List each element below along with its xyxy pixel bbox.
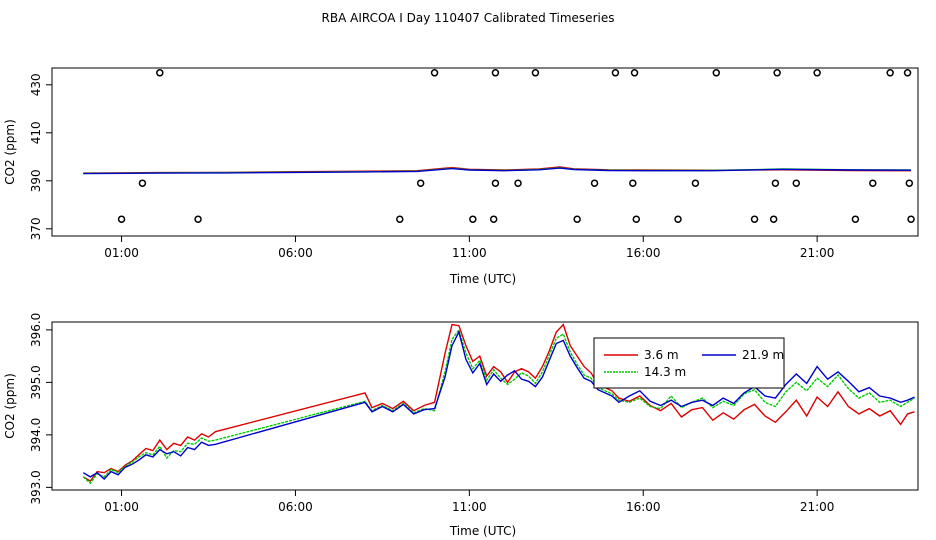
panel-bottom-ylabel: CO2 (ppm) bbox=[3, 373, 17, 439]
panel-top-ylabel: CO2 (ppm) bbox=[3, 119, 17, 185]
outlier-point bbox=[674, 215, 682, 223]
y-tick-label: 393.0 bbox=[29, 470, 43, 504]
panel-bottom-y-ticks: 393.0 394.0 395.0 396.0 bbox=[29, 313, 52, 505]
outlier-point bbox=[907, 215, 915, 223]
outlier-point bbox=[691, 179, 700, 187]
outlier-point bbox=[430, 69, 439, 77]
x-tick-label: 01:00 bbox=[104, 500, 139, 514]
outlier-point bbox=[712, 69, 721, 77]
outlier-point bbox=[489, 215, 498, 223]
outlier-point bbox=[469, 215, 477, 223]
y-tick-label: 390 bbox=[29, 169, 43, 192]
x-tick-label: 16:00 bbox=[626, 500, 661, 514]
outlier-point bbox=[792, 179, 801, 187]
outlier-point bbox=[573, 215, 581, 223]
series-line-21-9-m bbox=[83, 167, 912, 175]
legend-label-21-9m: 21.9 m bbox=[742, 348, 784, 362]
outlier-point bbox=[531, 69, 540, 77]
outlier-point bbox=[869, 179, 877, 187]
x-tick-label: 11:00 bbox=[452, 500, 487, 514]
outlier-point bbox=[773, 69, 781, 77]
outlier-point bbox=[117, 215, 126, 223]
y-tick-label: 395.0 bbox=[29, 365, 43, 399]
panel-top-y-ticks: 370 390 410 430 bbox=[29, 73, 52, 240]
x-tick-label: 06:00 bbox=[278, 500, 313, 514]
x-tick-label: 11:00 bbox=[452, 246, 487, 260]
outlier-point bbox=[769, 215, 778, 223]
outlier-point bbox=[138, 179, 147, 187]
outlier-point bbox=[750, 215, 759, 223]
outlier-point bbox=[813, 69, 821, 77]
x-tick-label: 01:00 bbox=[104, 246, 139, 260]
outlier-point bbox=[630, 69, 639, 77]
x-tick-label: 16:00 bbox=[626, 246, 661, 260]
outlier-point bbox=[771, 179, 780, 187]
outlier-point bbox=[632, 215, 641, 223]
outlier-point bbox=[194, 215, 202, 223]
panel-top-x-ticks: 01:00 06:00 11:00 16:00 21:00 bbox=[104, 236, 834, 260]
panel-top-series bbox=[83, 166, 912, 175]
panel-top: 370 390 410 430 01:00 06:00 11:00 16:00 21:00 T… bbox=[3, 67, 919, 286]
outlier-point bbox=[903, 69, 912, 77]
main-title: RBA AIRCOA I Day 110407 Calibrated Times… bbox=[322, 11, 615, 25]
panel-top-points bbox=[117, 69, 915, 223]
legend-label-3-6m: 3.6 m bbox=[644, 348, 679, 362]
x-tick-label: 21:00 bbox=[800, 500, 835, 514]
legend-box bbox=[593, 337, 785, 389]
outlier-point bbox=[851, 215, 860, 223]
series-line-14-3-m bbox=[82, 328, 915, 485]
y-tick-label: 370 bbox=[29, 217, 43, 240]
outlier-point bbox=[156, 69, 164, 77]
series-line-3-6-m bbox=[82, 323, 915, 483]
outlier-point bbox=[629, 179, 637, 187]
outlier-point bbox=[590, 179, 599, 187]
panel-top-xlabel: Time (UTC) bbox=[449, 272, 516, 286]
panel-bottom-xlabel: Time (UTC) bbox=[449, 524, 516, 538]
outlier-point bbox=[491, 69, 500, 77]
y-tick-label: 394.0 bbox=[29, 418, 43, 452]
panel-bottom-series bbox=[82, 323, 915, 485]
outlier-point bbox=[611, 69, 620, 77]
outlier-point bbox=[491, 179, 500, 187]
series-line-21-9-m bbox=[82, 330, 915, 480]
panel-bottom-frame bbox=[51, 321, 919, 491]
x-tick-label: 21:00 bbox=[800, 246, 835, 260]
outlier-point bbox=[514, 179, 522, 187]
legend-label-14-3m: 14.3 m bbox=[644, 365, 686, 379]
legend: 3.6 m 21.9 m 14.3 m bbox=[593, 337, 785, 389]
outlier-point bbox=[905, 179, 914, 187]
outlier-point bbox=[416, 179, 425, 187]
outlier-point bbox=[886, 69, 894, 77]
outlier-point bbox=[396, 215, 404, 223]
x-tick-label: 06:00 bbox=[278, 246, 313, 260]
panel-bottom: 393.0 394.0 395.0 396.0 01:00 06:00 11:00 16:0… bbox=[3, 313, 919, 538]
panel-top-frame bbox=[51, 67, 919, 237]
panel-bottom-x-ticks: 01:00 06:00 11:00 16:00 21:00 bbox=[104, 490, 834, 514]
y-tick-label: 396.0 bbox=[29, 313, 43, 347]
y-tick-label: 410 bbox=[29, 121, 43, 144]
y-tick-label: 430 bbox=[29, 73, 43, 96]
